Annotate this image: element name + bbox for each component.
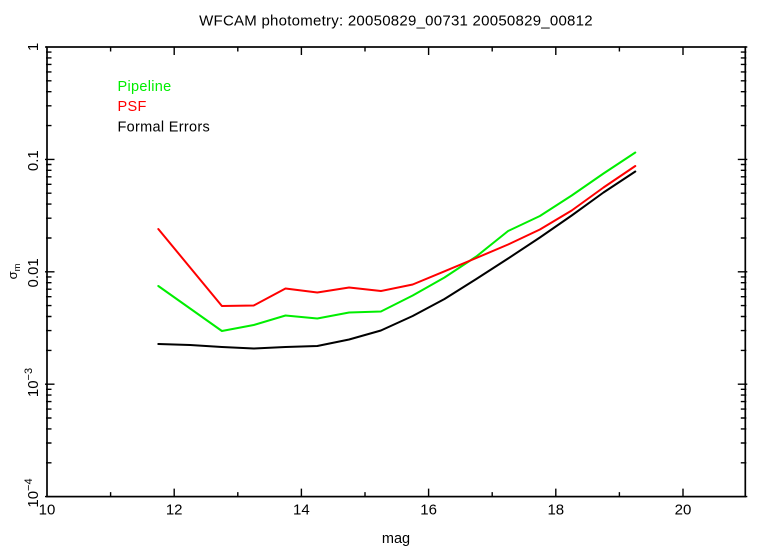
svg-text:PSF: PSF (118, 99, 147, 115)
svg-text:mag: mag (382, 531, 410, 547)
svg-text:Pipeline: Pipeline (118, 79, 172, 95)
svg-text:20: 20 (675, 502, 692, 519)
svg-text:0.01: 0.01 (25, 258, 42, 287)
svg-text:Formal Errors: Formal Errors (118, 120, 211, 136)
svg-text:WFCAM photometry: 20050829_007: WFCAM photometry: 20050829_00731 2005082… (199, 13, 593, 30)
svg-text:12: 12 (166, 502, 183, 519)
svg-text:16: 16 (420, 502, 437, 519)
svg-text:18: 18 (547, 502, 564, 519)
svg-text:0.1: 0.1 (25, 150, 42, 171)
svg-text:10: 10 (39, 502, 56, 519)
svg-text:14: 14 (293, 502, 310, 519)
svg-text:1: 1 (25, 43, 42, 51)
